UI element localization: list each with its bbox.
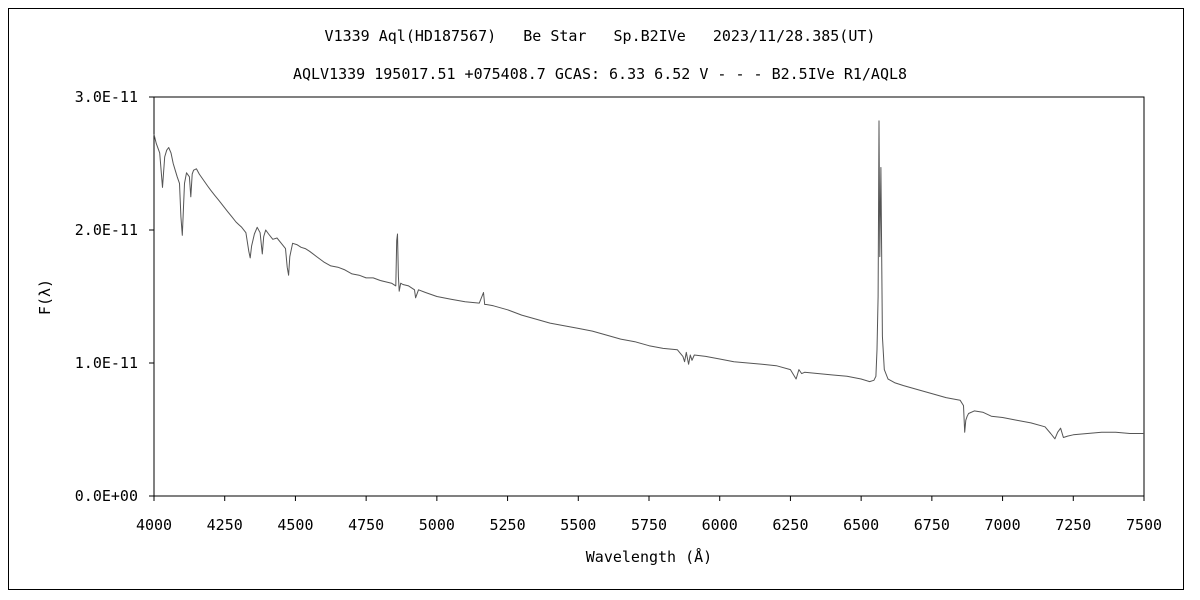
y-tick-label: 1.0E-11 bbox=[75, 354, 138, 372]
x-axis-label: Wavelength (Å) bbox=[586, 547, 712, 566]
chart-frame bbox=[8, 8, 1184, 590]
y-tick-label: 0.0E+00 bbox=[75, 487, 138, 505]
x-tick-label: 5750 bbox=[631, 516, 667, 534]
y-axis: 0.0E+00 1.0E-11 2.0E-11 3.0E-11 bbox=[75, 88, 154, 505]
y-axis-label: F(λ) bbox=[36, 279, 54, 315]
x-tick-label: 5000 bbox=[419, 516, 455, 534]
x-tick-label: 4000 bbox=[136, 516, 172, 534]
spectrum-line bbox=[153, 120, 1144, 440]
x-tick-label: 6750 bbox=[914, 516, 950, 534]
y-tick-label: 3.0E-11 bbox=[75, 88, 138, 106]
x-tick-label: 7250 bbox=[1055, 516, 1091, 534]
chart-title: V1339 Aql(HD187567) Be Star Sp.B2IVe 202… bbox=[324, 27, 876, 45]
x-tick-label: 6000 bbox=[702, 516, 738, 534]
series-layer bbox=[153, 120, 1144, 440]
x-tick-label: 5250 bbox=[490, 516, 526, 534]
y-tick-label: 2.0E-11 bbox=[75, 221, 138, 239]
plot-area bbox=[153, 96, 1145, 497]
x-axis: 4000 4250 4500 4750 5000 5250 5500 5750 6000 6250… bbox=[136, 496, 1162, 534]
x-tick-label: 7500 bbox=[1126, 516, 1162, 534]
x-tick-label: 4250 bbox=[207, 516, 243, 534]
x-tick-label: 6250 bbox=[772, 516, 808, 534]
x-tick-label: 6500 bbox=[843, 516, 879, 534]
x-tick-label: 7000 bbox=[985, 516, 1021, 534]
chart-subtitle: AQLV1339 195017.51 +075408.7 GCAS: 6.33 … bbox=[292, 65, 908, 83]
x-tick-label: 4500 bbox=[277, 516, 313, 534]
x-tick-label: 5500 bbox=[560, 516, 596, 534]
x-tick-label: 4750 bbox=[348, 516, 384, 534]
